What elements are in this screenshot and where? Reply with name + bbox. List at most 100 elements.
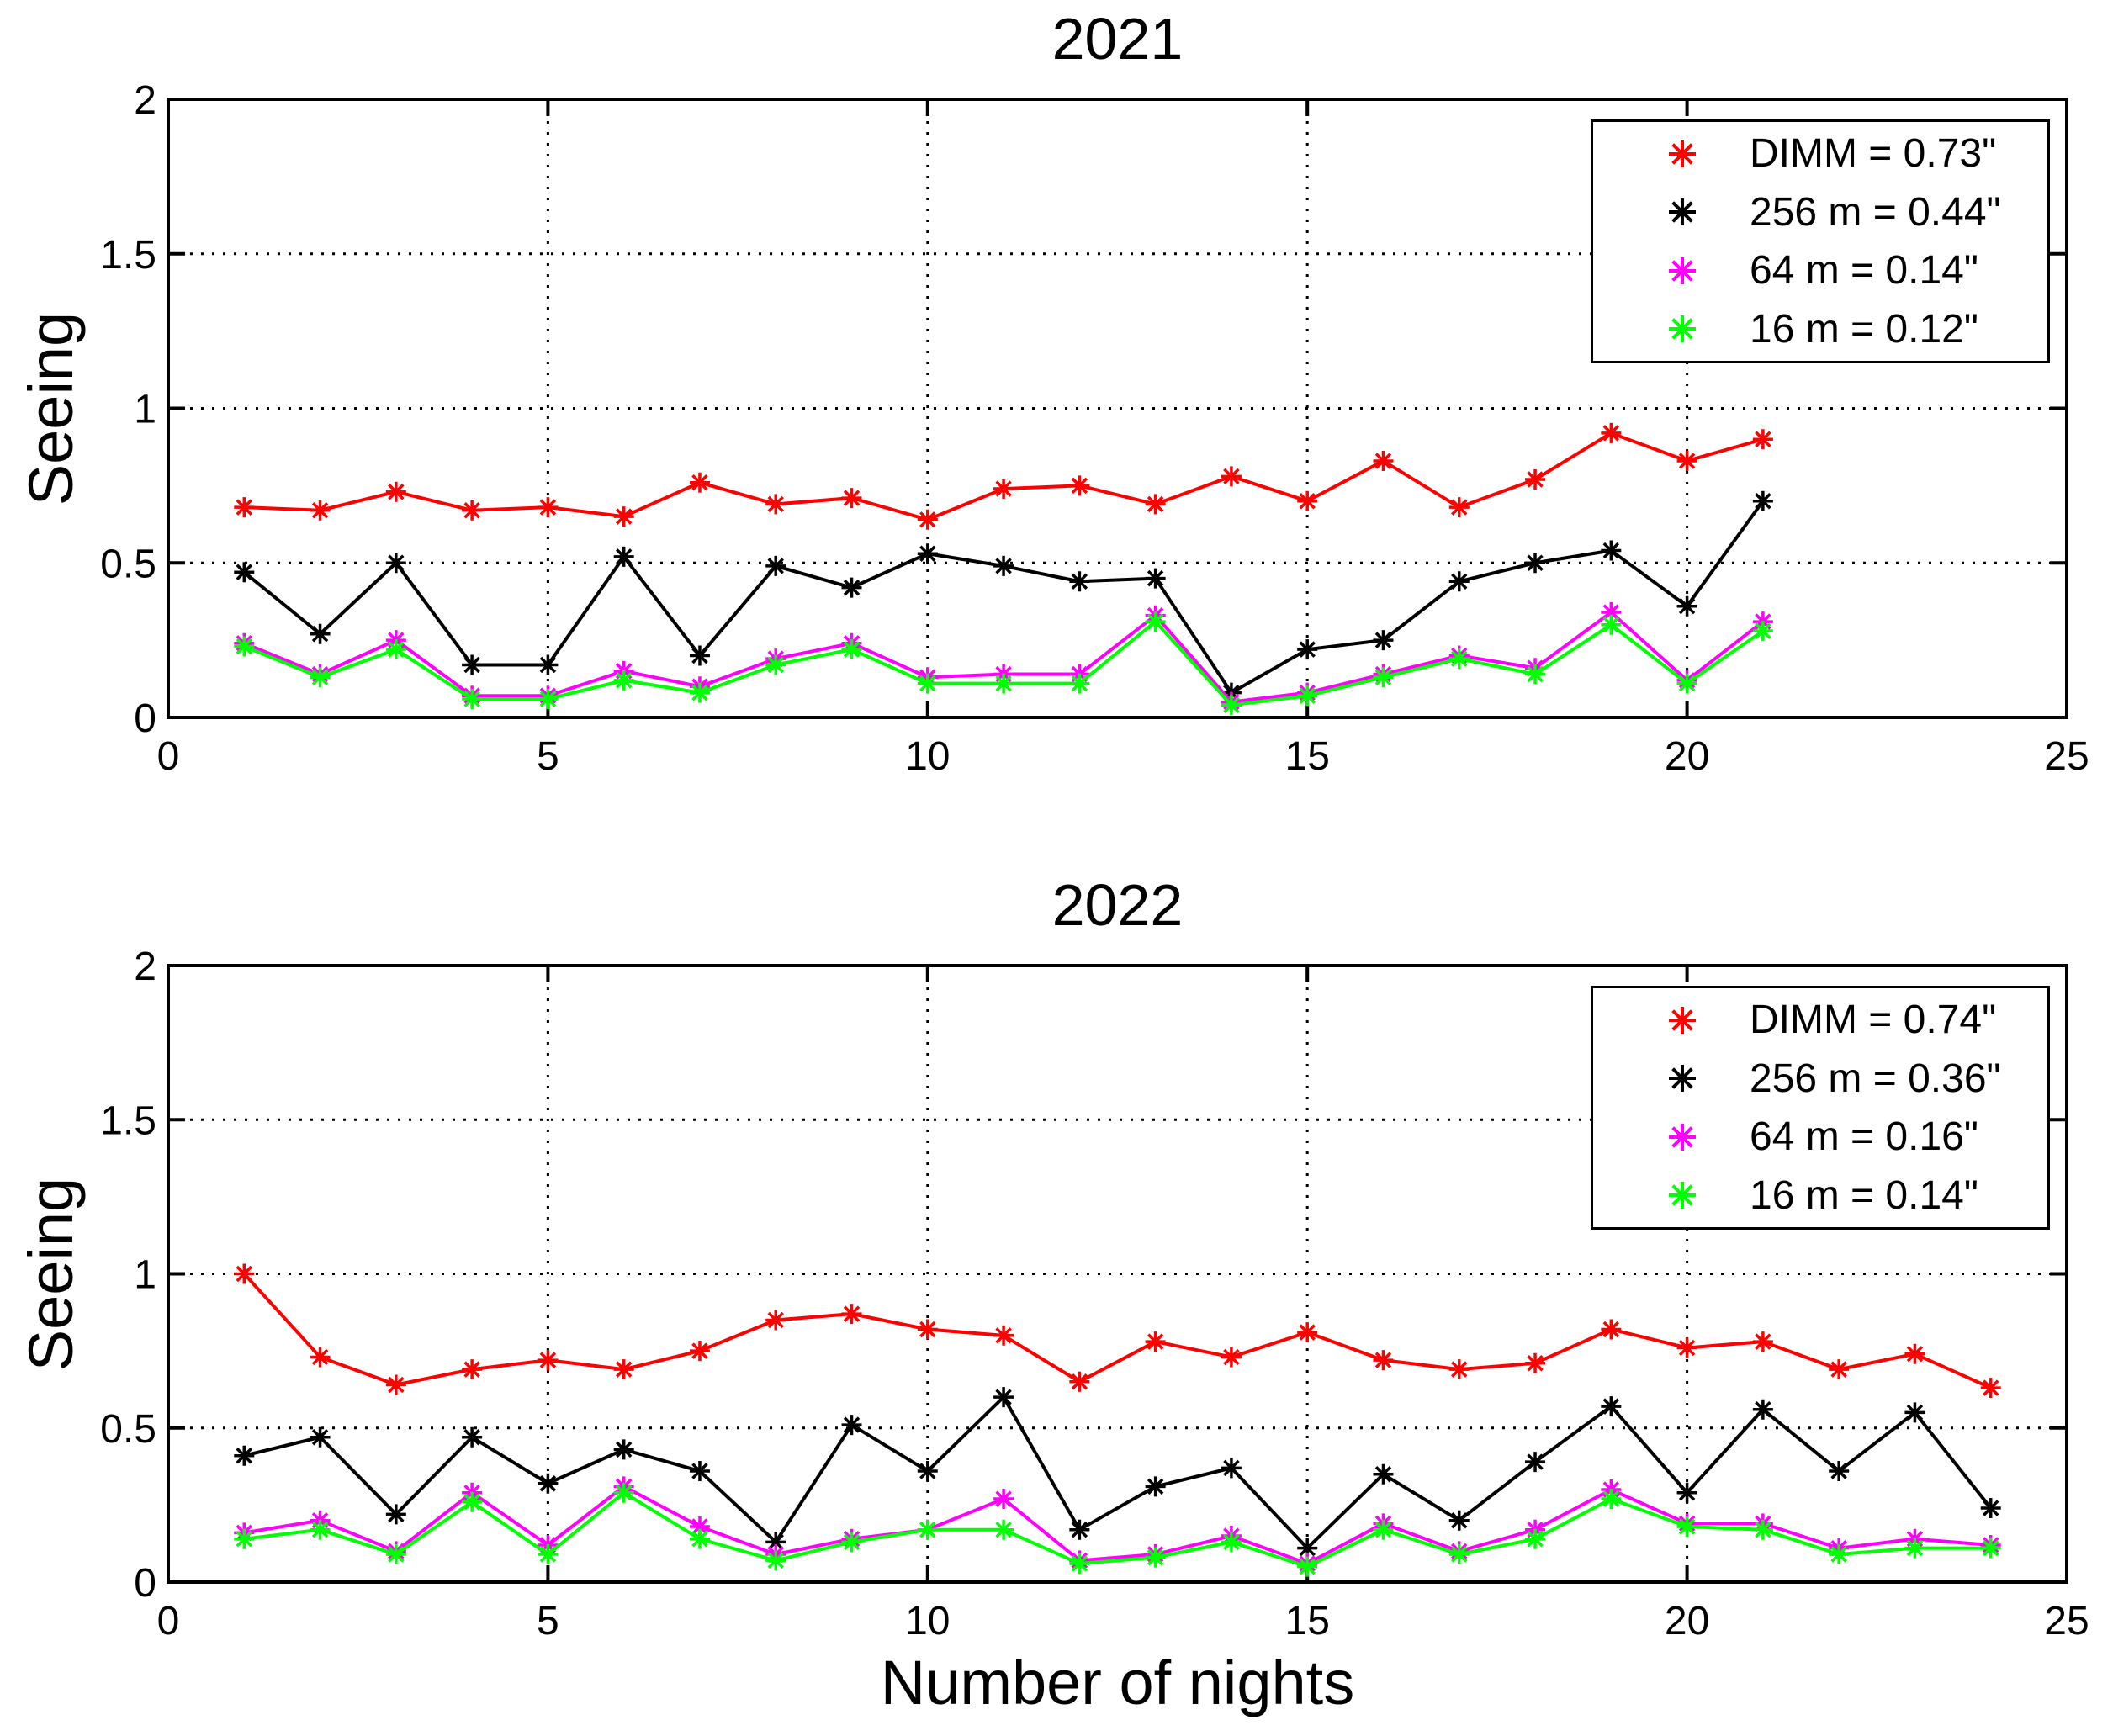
series-16m bbox=[234, 611, 1773, 716]
data-marker bbox=[234, 1445, 255, 1466]
series-line bbox=[244, 1490, 1991, 1569]
data-marker bbox=[462, 1359, 483, 1380]
data-marker bbox=[538, 654, 559, 675]
legend-row-64m: 64 m = 0.16" bbox=[1593, 1110, 2047, 1164]
data-marker bbox=[462, 1426, 483, 1448]
data-marker bbox=[917, 509, 938, 530]
data-marker bbox=[993, 1387, 1014, 1408]
data-marker bbox=[310, 623, 331, 644]
legend-label: DIMM = 0.74" bbox=[1750, 998, 1997, 1043]
series-16m bbox=[234, 1482, 2001, 1577]
data-marker bbox=[917, 1519, 938, 1540]
data-marker bbox=[462, 1491, 483, 1512]
x-tick-label: 10 bbox=[905, 734, 950, 779]
y-tick-label: 0 bbox=[134, 696, 156, 741]
data-marker bbox=[310, 500, 331, 521]
data-marker bbox=[1601, 1396, 1622, 1417]
legend-label: 16 m = 0.14" bbox=[1750, 1172, 1978, 1218]
data-marker bbox=[234, 1263, 255, 1284]
x-tick-label: 0 bbox=[157, 1599, 180, 1643]
data-marker bbox=[917, 1319, 938, 1340]
data-marker bbox=[993, 1325, 1014, 1346]
legend-row-64m: 64 m = 0.14" bbox=[1593, 244, 2047, 298]
data-marker bbox=[1525, 469, 1546, 490]
data-marker bbox=[1221, 466, 1242, 487]
asterisk-marker-icon bbox=[1669, 1123, 1696, 1151]
x-tick-label: 0 bbox=[157, 734, 180, 779]
data-marker bbox=[1525, 1528, 1546, 1549]
data-marker bbox=[538, 1473, 559, 1494]
legend-label: 16 m = 0.12" bbox=[1750, 306, 1978, 352]
x-tick-label: 15 bbox=[1285, 1599, 1330, 1643]
legend-row-dimm: DIMM = 0.74" bbox=[1593, 993, 2047, 1047]
data-marker bbox=[917, 543, 938, 564]
plot-title-2022: 2022 bbox=[1051, 872, 1184, 938]
data-marker bbox=[1904, 1343, 1925, 1364]
asterisk-marker-icon bbox=[1669, 257, 1696, 284]
data-marker bbox=[1221, 1347, 1242, 1368]
data-marker bbox=[1980, 1498, 2001, 1519]
data-marker bbox=[689, 645, 710, 666]
data-marker bbox=[1145, 1476, 1166, 1497]
data-marker bbox=[993, 673, 1014, 694]
data-marker bbox=[1221, 1458, 1242, 1479]
data-marker bbox=[1601, 602, 1622, 623]
data-marker bbox=[1669, 315, 1696, 343]
series-line bbox=[243, 1394, 1993, 1551]
data-marker bbox=[1525, 1352, 1546, 1373]
data-marker bbox=[613, 1439, 634, 1460]
legend-label: 64 m = 0.14" bbox=[1750, 248, 1978, 294]
data-marker bbox=[1448, 571, 1470, 592]
asterisk-marker-icon bbox=[1669, 1065, 1696, 1093]
asterisk-marker-icon bbox=[1669, 315, 1696, 343]
series-256m bbox=[234, 1387, 2001, 1559]
x-tick-label: 5 bbox=[537, 734, 559, 779]
data-marker bbox=[917, 673, 938, 694]
data-marker bbox=[765, 1310, 786, 1331]
y-axis-label-bottom: Seeing bbox=[16, 1177, 86, 1372]
legend-row-16m: 16 m = 0.14" bbox=[1593, 1168, 2047, 1222]
data-marker bbox=[1297, 490, 1318, 511]
x-tick-label: 20 bbox=[1665, 734, 1709, 779]
data-marker bbox=[1069, 475, 1090, 496]
data-marker bbox=[538, 688, 559, 709]
data-marker bbox=[689, 472, 710, 493]
data-marker bbox=[1069, 1553, 1090, 1575]
x-tick-label: 25 bbox=[2044, 734, 2089, 779]
data-marker bbox=[1601, 1489, 1622, 1510]
data-marker bbox=[1904, 1402, 1925, 1423]
data-marker bbox=[1669, 1182, 1696, 1209]
data-marker bbox=[765, 1550, 786, 1571]
data-marker bbox=[1448, 497, 1470, 518]
data-marker bbox=[993, 1489, 1014, 1510]
y-tick-label: 0.5 bbox=[100, 1407, 156, 1452]
data-marker bbox=[1525, 1452, 1546, 1473]
legend-2022: DIMM = 0.74" 256 m = 0.36" 64 m = 0.16" … bbox=[1591, 986, 2050, 1230]
x-tick-label: 15 bbox=[1285, 734, 1330, 779]
data-marker bbox=[385, 1504, 406, 1525]
x-tick-label: 5 bbox=[537, 1599, 559, 1643]
data-marker bbox=[1752, 1519, 1773, 1540]
data-marker bbox=[1525, 664, 1546, 685]
data-marker bbox=[1373, 630, 1394, 651]
y-tick-label: 2 bbox=[134, 78, 156, 123]
data-marker bbox=[689, 1461, 710, 1482]
data-marker bbox=[1676, 1516, 1697, 1538]
data-marker bbox=[1069, 1519, 1090, 1540]
data-marker bbox=[1069, 673, 1090, 694]
plot-area-2021: 0 5 10 15 20 25 0 0.5 1 1.5 2 bbox=[100, 78, 2089, 779]
data-marker bbox=[1601, 422, 1622, 443]
legend-2021: DIMM = 0.73" 256 m = 0.44" 64 m = 0.14" … bbox=[1591, 119, 2050, 363]
data-marker bbox=[234, 562, 255, 583]
legend-label: DIMM = 0.73" bbox=[1750, 131, 1997, 177]
data-marker bbox=[1373, 1350, 1394, 1371]
x-tick-label: 10 bbox=[905, 1599, 950, 1643]
data-marker bbox=[1145, 568, 1166, 589]
data-marker bbox=[1669, 140, 1696, 167]
data-marker bbox=[765, 555, 786, 576]
y-axis-label-top: Seeing bbox=[16, 311, 86, 506]
data-marker bbox=[385, 1544, 406, 1565]
y-tick-label: 1 bbox=[134, 388, 156, 432]
data-marker bbox=[1297, 685, 1318, 707]
data-marker bbox=[385, 1374, 406, 1395]
